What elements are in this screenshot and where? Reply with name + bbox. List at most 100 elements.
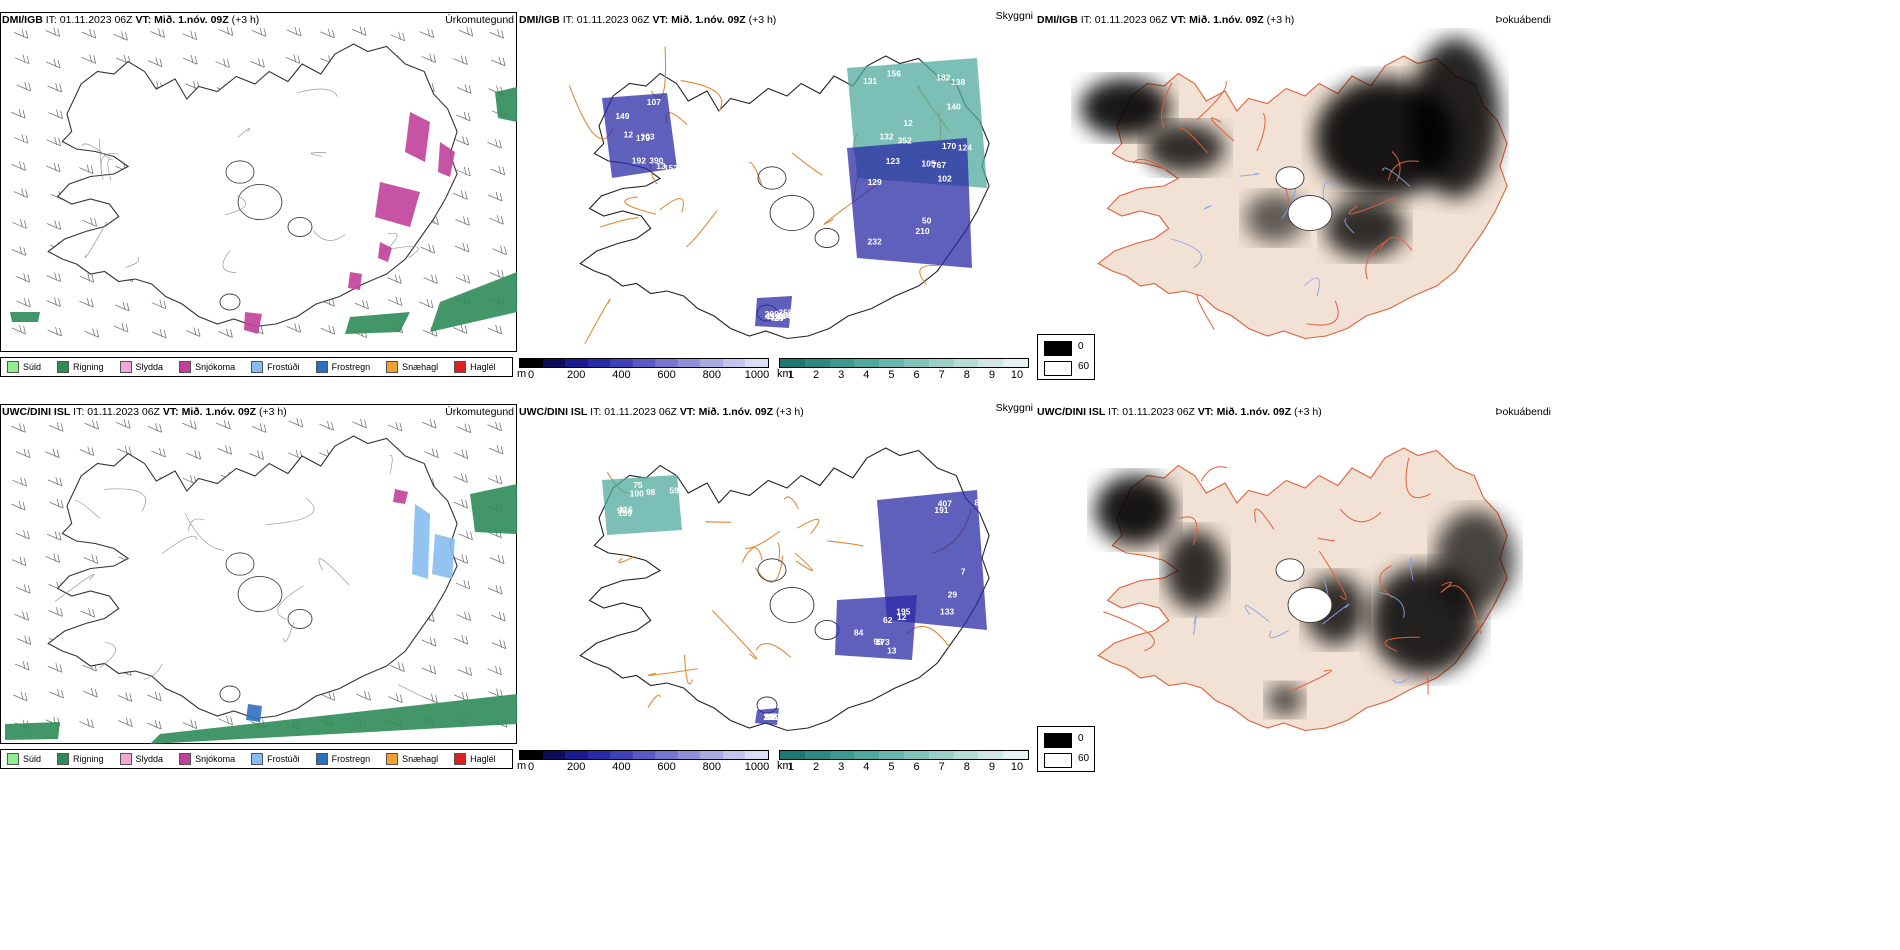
visibility-value-label: 170 [942,141,956,151]
colorbar-step [722,751,746,759]
colorbar-step [928,751,954,759]
fog-area [1325,198,1405,258]
fog-area [1095,475,1175,545]
visibility-value-label: 140 [947,101,961,111]
legend-label: Frostúði [267,362,300,372]
legend-item: Frostregn [315,361,370,373]
colorbar-tick: 1000 [744,369,770,381]
colorbar-step [854,751,880,759]
lead-time: (+3 h) [748,14,777,26]
visibility-value-label: 116 [619,504,633,514]
glacier-outline [225,160,255,184]
visibility-value-label: 98 [646,487,656,497]
model-name: DMI/IGB [2,14,43,26]
vt-label: VT: [135,14,152,26]
legend-swatch [251,753,264,765]
colorbar-tick: 3 [838,761,845,773]
visibility-panel: 13 12 105 255 12 131 50 11 390 352 210 130 192 170 124… [517,8,1035,393]
model-name: DMI/IGB [519,14,560,26]
precip-area [393,489,408,504]
lead-time: (+3 h) [231,14,260,26]
visibility-value-label: 133 [940,607,954,617]
colorbar-step [745,359,769,367]
legend-label: Rigning [73,754,104,764]
colorbar-tick: 800 [702,761,721,773]
colorbar-tick: 3 [838,369,845,381]
visibility-value-label: 84 [854,628,864,638]
vt-label: VT: [1170,14,1187,26]
vt-label: VT: [162,406,179,418]
colorbar-tick: 4 [863,761,870,773]
visibility-panel: 59 29 12 24 98 191 62 236 100 195 13 82 116 407 173 117… [517,400,1035,785]
colorbar-ticks: 0 200 400 600 800 1000 [519,369,769,383]
map-frame [0,12,517,352]
legend-swatch [251,361,264,373]
legend-swatch [119,753,132,765]
colorbar-ticks: 0 200 400 600 800 1000 [519,761,769,775]
glacier [1287,194,1333,232]
visibility-value-label: 132 [879,131,893,141]
colorbar-gradient [779,750,1029,760]
colorbar-step [542,751,566,759]
panel-header: UWC/DINI ISL IT: 01.11.2023 06Z VT: Mið.… [1037,406,1322,418]
colorbar-step [655,359,678,367]
colorbar-tick: 8 [963,761,970,773]
visibility-value-label: 99 [873,636,883,646]
visibility-value-label: 191 [934,505,948,515]
visibility-value-label: 107 [647,97,661,107]
legend-item: Slydda [119,361,163,373]
it-value: 01.11.2023 06Z [59,14,133,26]
precip-type-panel: UWC/DINI ISL IT: 01.11.2023 06Z VT: Mið.… [0,400,518,785]
vt-label: VT: [1197,406,1214,418]
colorbar-unit: m [517,368,527,380]
low-visibility-area [847,138,972,268]
colorbar-unit: km [777,760,792,772]
colorbar-tick: 6 [913,369,920,381]
visibility-value-label: 147 [770,313,784,323]
visibility-value-label: 75 [633,480,643,490]
map-frame [0,404,517,744]
visibility-value-label: 232 [868,237,882,247]
fog-legend-label: 60 [1078,753,1090,764]
vt-value: Mið. 1.nóv. 09Z [181,406,257,418]
colorbar-unit: km [777,368,792,380]
legend-label: Haglél [470,754,496,764]
vt-value: Mið. 1.nóv. 09Z [1216,406,1292,418]
glacier-outline [814,227,840,249]
precip-map [10,26,517,339]
legend-swatch [119,361,132,373]
visibility-value-label: 24 [765,711,775,721]
fog-legend-swatch [1044,753,1072,768]
colorbar-ticks: 1 2 3 4 5 6 7 8 9 10 [779,369,1029,383]
colorbar-tick: 9 [988,369,995,381]
legend-label: Snæhagl [402,754,439,764]
visibility-value-label: 103 [640,132,654,142]
low-visibility-area [602,93,677,178]
visibility-value-label: 82 [765,712,775,722]
colorbar-step [632,751,656,759]
colorbar-tick: 7 [938,369,945,381]
visibility-value-label: 117 [763,711,777,721]
legend-item: Snæhagl [386,361,438,373]
low-visibility-area [755,708,779,725]
legend-item: Súld [7,753,41,765]
colorbar-step [520,751,543,759]
colorbar-step [903,359,929,367]
it-label: IT: [1108,406,1120,418]
it-value: 01.11.2023 06Z [1094,14,1168,26]
it-label: IT: [73,406,85,418]
visibility-value-label: 87 [974,498,984,508]
colorbar-step [804,359,830,367]
vt-label: VT: [679,406,696,418]
visibility-value-label: 12 [897,612,907,622]
legend-item: Haglél [454,361,496,373]
visibility-value-label: 12 [903,118,913,128]
elevation-colorbar: 0 200 400 600 800 1000 m [517,750,769,775]
legend-swatch [179,753,192,765]
fog-area [1145,123,1225,173]
legend-item: Snjókoma [179,753,235,765]
vt-value: Mið. 1.nóv. 09Z [671,14,746,26]
glacier-outline [757,558,787,582]
precip-area [438,142,455,177]
legend-label: Súld [23,754,42,764]
